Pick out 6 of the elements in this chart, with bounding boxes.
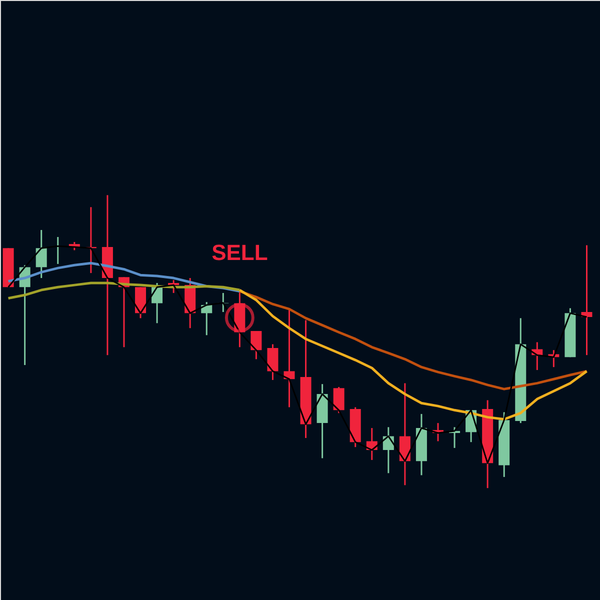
annotation: SELL <box>212 240 268 266</box>
candlestick <box>267 343 278 381</box>
candlestick <box>36 229 47 279</box>
candlestick <box>333 386 344 414</box>
candlestick <box>250 330 262 360</box>
candlestick <box>284 309 295 408</box>
